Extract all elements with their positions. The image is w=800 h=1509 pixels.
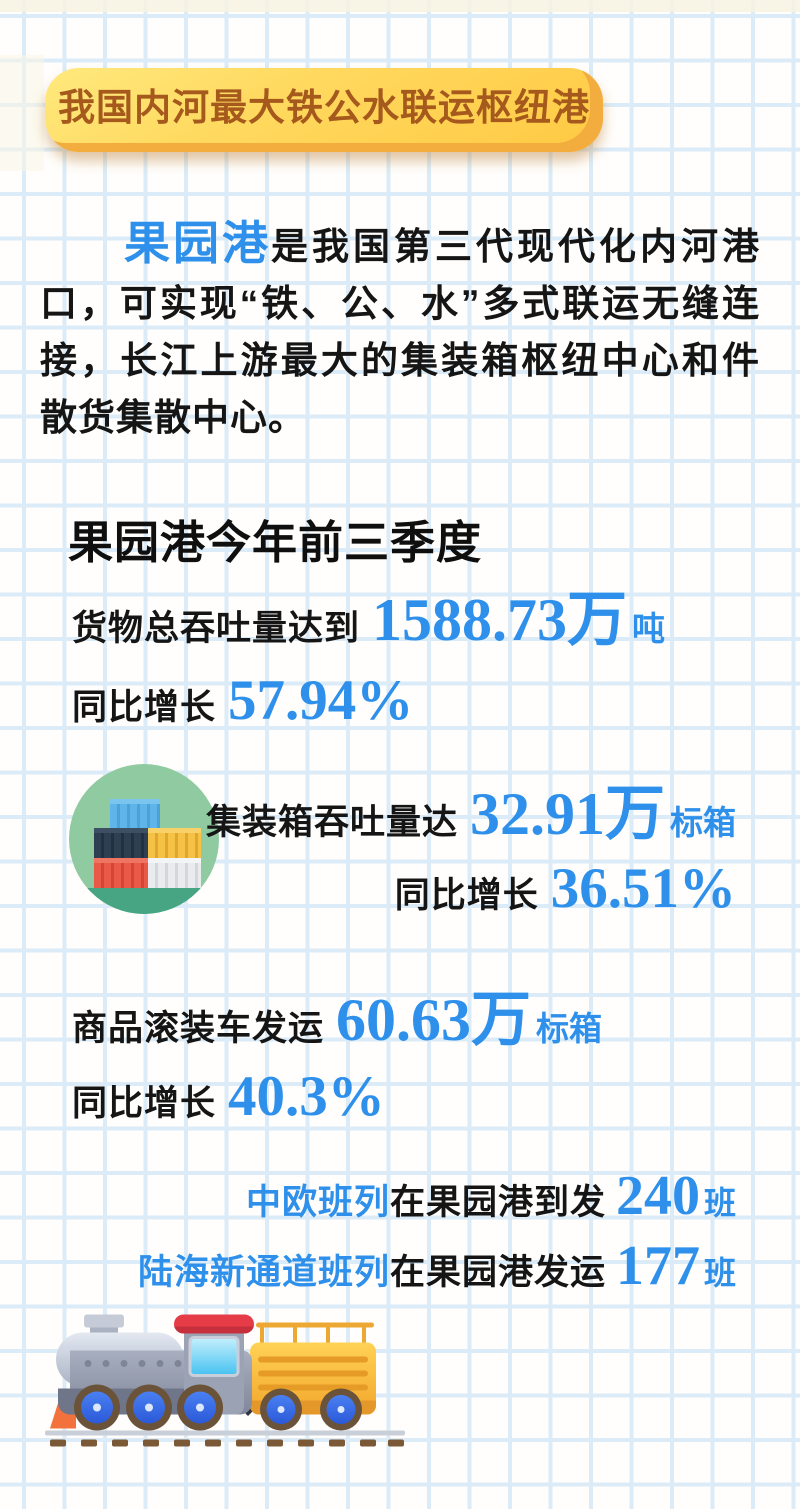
- stat-cargo-row: 货物总吞吐量达到 1588.73万 吨: [72, 590, 665, 651]
- train-icon: [45, 1314, 405, 1447]
- stat-roro-growth-row: 同比增长 40.3%: [72, 1068, 385, 1126]
- container-unit: 标箱: [670, 804, 736, 841]
- rail-china-europe-label: 在果园港到发: [389, 1183, 606, 1222]
- roro-label: 商品滚装车发运: [72, 1009, 325, 1048]
- cargo-value: 1588.73万: [372, 587, 628, 653]
- wagon-wheel: [260, 1388, 362, 1431]
- train-wagon: [250, 1322, 376, 1431]
- port-name-highlight: 果园港: [124, 217, 271, 269]
- intro-paragraph: 果园港是我国第三代现代化内河港口，可实现“铁、公、水”多式联运无缝连接，长江上游…: [40, 215, 760, 446]
- container-growth-label: 同比增长: [394, 876, 539, 915]
- roro-value: 60.63万: [336, 987, 532, 1053]
- container-growth-value: 36.51%: [550, 857, 736, 920]
- roro-unit: 标箱: [536, 1010, 603, 1047]
- rail-china-europe-prefix: 中欧班列: [245, 1183, 390, 1222]
- stat-cargo-growth-row: 同比增长 57.94%: [72, 672, 413, 730]
- paper-tint-top: [0, 0, 800, 12]
- stat-rail-land-sea-row: 陆海新通道班列 在果园港发运 177 班: [138, 1238, 736, 1295]
- rail-china-europe-value: 240: [615, 1165, 700, 1227]
- stat-container-growth-row: 同比增长 36.51%: [395, 860, 736, 918]
- container-box-gray: [148, 858, 201, 888]
- roro-growth-value: 40.3%: [228, 1065, 385, 1128]
- container-ground: [69, 888, 219, 914]
- container-box-navy: [94, 828, 148, 858]
- rail-land-sea-value: 177: [615, 1235, 700, 1297]
- cargo-label: 货物总吞吐量达到: [72, 609, 361, 648]
- intro-text: 是我国第三代现代化内河港口，可实现“铁、公、水”多式联运无缝连接，长江上游最大的…: [40, 226, 760, 438]
- cargo-growth-value: 57.94%: [228, 669, 414, 732]
- stat-roro-row: 商品滚装车发运 60.63万 标箱: [72, 990, 602, 1051]
- rail-land-sea-prefix: 陆海新通道班列: [137, 1253, 390, 1292]
- roro-growth-label: 同比增长: [72, 1084, 217, 1123]
- stat-rail-china-europe-row: 中欧班列 在果园港到发 240 班: [246, 1168, 736, 1225]
- rail-land-sea-unit: 班: [703, 1255, 736, 1291]
- train-locomotive: [50, 1314, 254, 1431]
- title-badge-label: 我国内河最大铁公水联运枢纽港: [58, 88, 590, 129]
- container-value: 32.91万: [470, 781, 665, 847]
- train-track: [45, 1430, 405, 1447]
- cargo-unit: 吨: [632, 610, 666, 647]
- container-label: 集装箱吞吐量达: [205, 803, 458, 842]
- title-badge: 我国内河最大铁公水联运枢纽港: [45, 68, 603, 152]
- container-box-red: [94, 858, 148, 888]
- rail-land-sea-label: 在果园港发运: [389, 1253, 606, 1292]
- cargo-growth-label: 同比增长: [72, 688, 217, 727]
- rail-china-europe-unit: 班: [703, 1185, 736, 1221]
- locomotive-wheel: [74, 1384, 223, 1431]
- section-title: 果园港今年前三季度: [68, 517, 483, 568]
- paper-tint-left: [0, 55, 44, 171]
- container-box-yellow: [148, 828, 201, 858]
- container-box-blue: [110, 799, 160, 828]
- container-stack-icon: [69, 764, 219, 914]
- stat-container-row: 集装箱吞吐量达 32.91万 标箱: [206, 784, 736, 845]
